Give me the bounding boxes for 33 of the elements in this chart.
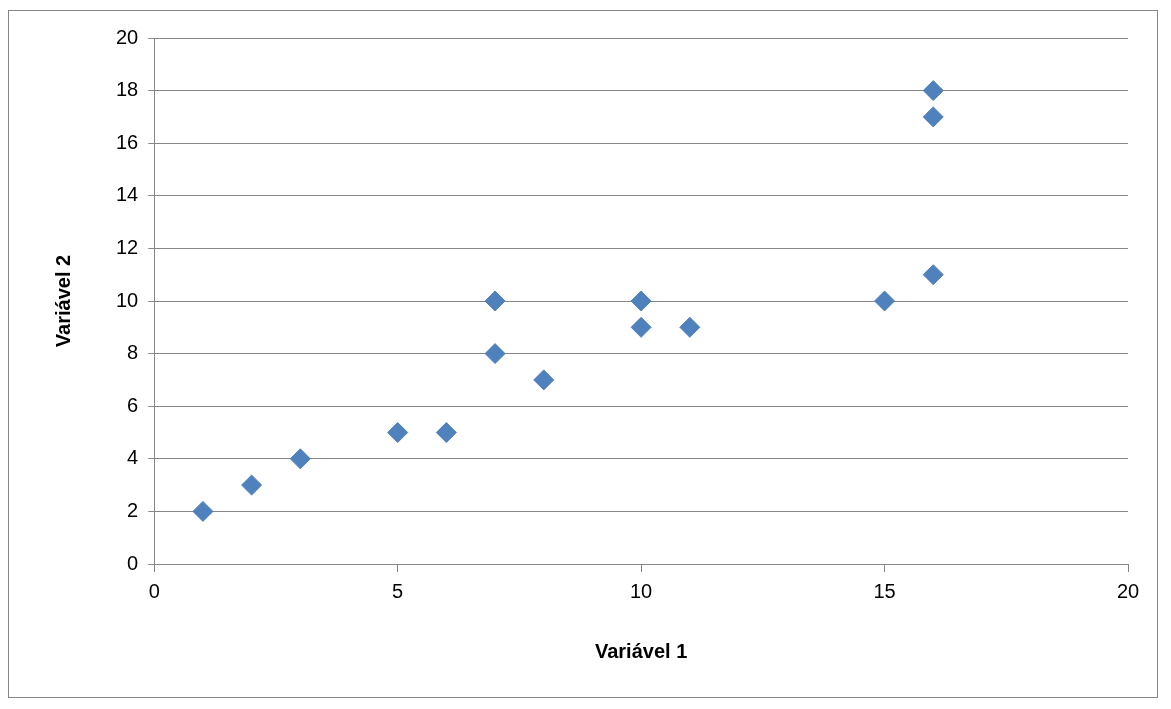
y-tick-label: 8 bbox=[127, 341, 139, 364]
y-tick-label: 6 bbox=[127, 393, 139, 416]
point bbox=[533, 369, 555, 391]
y-tick-label: 18 bbox=[116, 78, 139, 101]
y-tick-label: 20 bbox=[116, 25, 139, 48]
y-tick-label: 14 bbox=[116, 183, 139, 206]
point bbox=[289, 448, 311, 470]
point bbox=[484, 343, 506, 365]
point bbox=[922, 264, 944, 286]
point bbox=[387, 422, 409, 443]
point bbox=[679, 316, 701, 338]
y-tick-label: 4 bbox=[127, 446, 139, 469]
point bbox=[241, 474, 263, 496]
point bbox=[630, 316, 652, 338]
point bbox=[192, 500, 214, 522]
point bbox=[874, 290, 896, 312]
point bbox=[922, 80, 944, 102]
y-tick-label: 12 bbox=[116, 235, 139, 258]
x-tick-label: 20 bbox=[1116, 579, 1140, 602]
x-axis-title: Variável 1 bbox=[594, 639, 688, 662]
x-tick-label: 15 bbox=[873, 579, 896, 602]
y-tick-label: 2 bbox=[127, 498, 139, 521]
y-tick-label: 10 bbox=[116, 288, 139, 311]
point bbox=[630, 290, 652, 312]
y-tick-label: 0 bbox=[127, 551, 139, 574]
point bbox=[922, 106, 944, 128]
x-tick-label: 10 bbox=[630, 579, 653, 602]
x-tick-label: 5 bbox=[392, 579, 404, 602]
point bbox=[484, 290, 506, 312]
x-tick-label: 0 bbox=[148, 579, 160, 602]
y-tick-label: 16 bbox=[116, 130, 139, 153]
point bbox=[435, 422, 457, 443]
y-axis-title: Variável 2 bbox=[51, 254, 74, 348]
